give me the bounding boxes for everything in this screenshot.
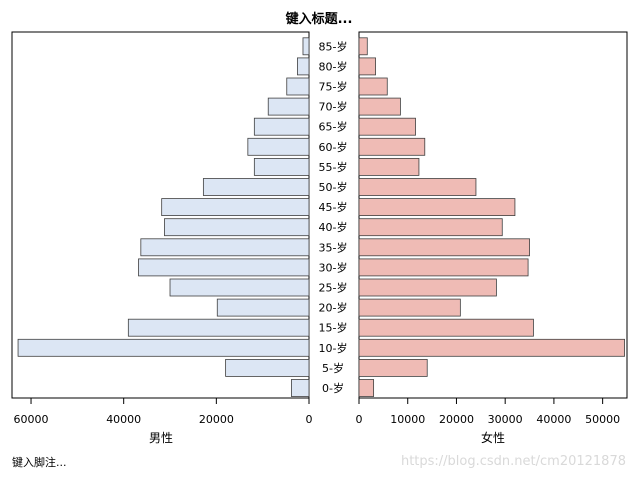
female-bar bbox=[358, 298, 461, 317]
age-group-labels: 0-岁 5-岁 10-岁 15-岁 20-岁 25-岁 30-岁 35-岁 40-岁 45-岁 50… bbox=[319, 39, 348, 395]
age-group-label: 30-岁 bbox=[319, 260, 348, 274]
female-bar bbox=[358, 258, 529, 277]
age-group-label: 5-岁 bbox=[322, 361, 344, 375]
female-bar bbox=[358, 358, 428, 377]
female-axis-label: 女性 bbox=[481, 430, 505, 445]
female-bar bbox=[358, 218, 503, 237]
male-bar bbox=[302, 37, 310, 56]
age-group-label: 15-岁 bbox=[319, 321, 348, 335]
male-bar bbox=[202, 178, 310, 196]
watermark-text: https://blog.csdn.net/cm20121878 bbox=[401, 454, 626, 469]
male-bar bbox=[17, 338, 310, 357]
male-bar bbox=[140, 238, 310, 257]
male-bar bbox=[169, 278, 310, 297]
male-axis-label: 男性 bbox=[149, 431, 173, 445]
age-group-label: 85-岁 bbox=[319, 39, 348, 53]
male-bar bbox=[247, 137, 310, 156]
age-group-label: 35-岁 bbox=[319, 240, 348, 254]
male-bar bbox=[297, 57, 310, 76]
age-group-label: 0-岁 bbox=[322, 381, 344, 395]
female-bar bbox=[358, 97, 401, 116]
female-bar bbox=[358, 77, 388, 96]
female-bar bbox=[358, 37, 368, 56]
female-bar bbox=[358, 137, 426, 156]
age-group-label: 80-岁 bbox=[319, 59, 348, 73]
female-axis-ticks: 0 10000 20000 30000 40000 50000 bbox=[356, 398, 620, 426]
female-bars bbox=[358, 37, 625, 397]
male-bar bbox=[253, 117, 310, 136]
male-bar bbox=[164, 218, 310, 237]
female-tick-label: 20000 bbox=[439, 413, 474, 426]
male-bar bbox=[225, 358, 310, 377]
age-group-label: 70-岁 bbox=[319, 100, 348, 114]
male-tick-label: 20000 bbox=[199, 413, 234, 426]
male-bar bbox=[290, 379, 310, 397]
age-group-label: 75-岁 bbox=[319, 80, 348, 94]
female-tick-label: 40000 bbox=[536, 413, 571, 426]
female-bar bbox=[358, 117, 416, 136]
male-bar bbox=[216, 298, 310, 317]
female-tick-label: 30000 bbox=[488, 413, 523, 426]
female-bar bbox=[358, 157, 420, 176]
age-group-label: 65-岁 bbox=[319, 120, 348, 134]
age-group-label: 10-岁 bbox=[319, 341, 348, 355]
female-bar bbox=[358, 238, 530, 257]
male-bar bbox=[161, 198, 310, 217]
male-tick-label: 60000 bbox=[14, 413, 49, 426]
male-bars bbox=[17, 37, 310, 397]
female-bar bbox=[358, 338, 625, 357]
age-group-label: 20-岁 bbox=[319, 301, 348, 315]
male-tick-label: 40000 bbox=[106, 413, 141, 426]
female-bar bbox=[358, 318, 534, 337]
age-group-label: 45-岁 bbox=[319, 200, 348, 214]
female-bar bbox=[358, 379, 375, 397]
female-bar bbox=[358, 278, 497, 297]
male-bar bbox=[267, 97, 310, 116]
chart-title: 键入标题... bbox=[285, 11, 353, 27]
male-axis-ticks: 60000 40000 20000 0 bbox=[14, 398, 313, 426]
female-bar bbox=[358, 198, 516, 217]
age-group-label: 50-岁 bbox=[319, 180, 348, 194]
male-tick-label: 0 bbox=[306, 413, 313, 426]
chart-footnote: 键入脚注... bbox=[12, 455, 67, 469]
female-tick-label: 50000 bbox=[585, 413, 620, 426]
male-bar bbox=[286, 77, 310, 96]
male-bar bbox=[138, 258, 310, 277]
female-tick-label: 0 bbox=[356, 413, 363, 426]
male-bar bbox=[253, 157, 310, 176]
age-group-label: 60-岁 bbox=[319, 140, 348, 154]
age-group-label: 40-岁 bbox=[319, 220, 348, 234]
age-group-label: 55-岁 bbox=[319, 160, 348, 174]
female-bar bbox=[358, 178, 477, 196]
female-bar bbox=[358, 57, 376, 76]
male-bar bbox=[127, 318, 310, 337]
female-tick-label: 10000 bbox=[390, 413, 425, 426]
age-group-label: 25-岁 bbox=[319, 281, 348, 295]
